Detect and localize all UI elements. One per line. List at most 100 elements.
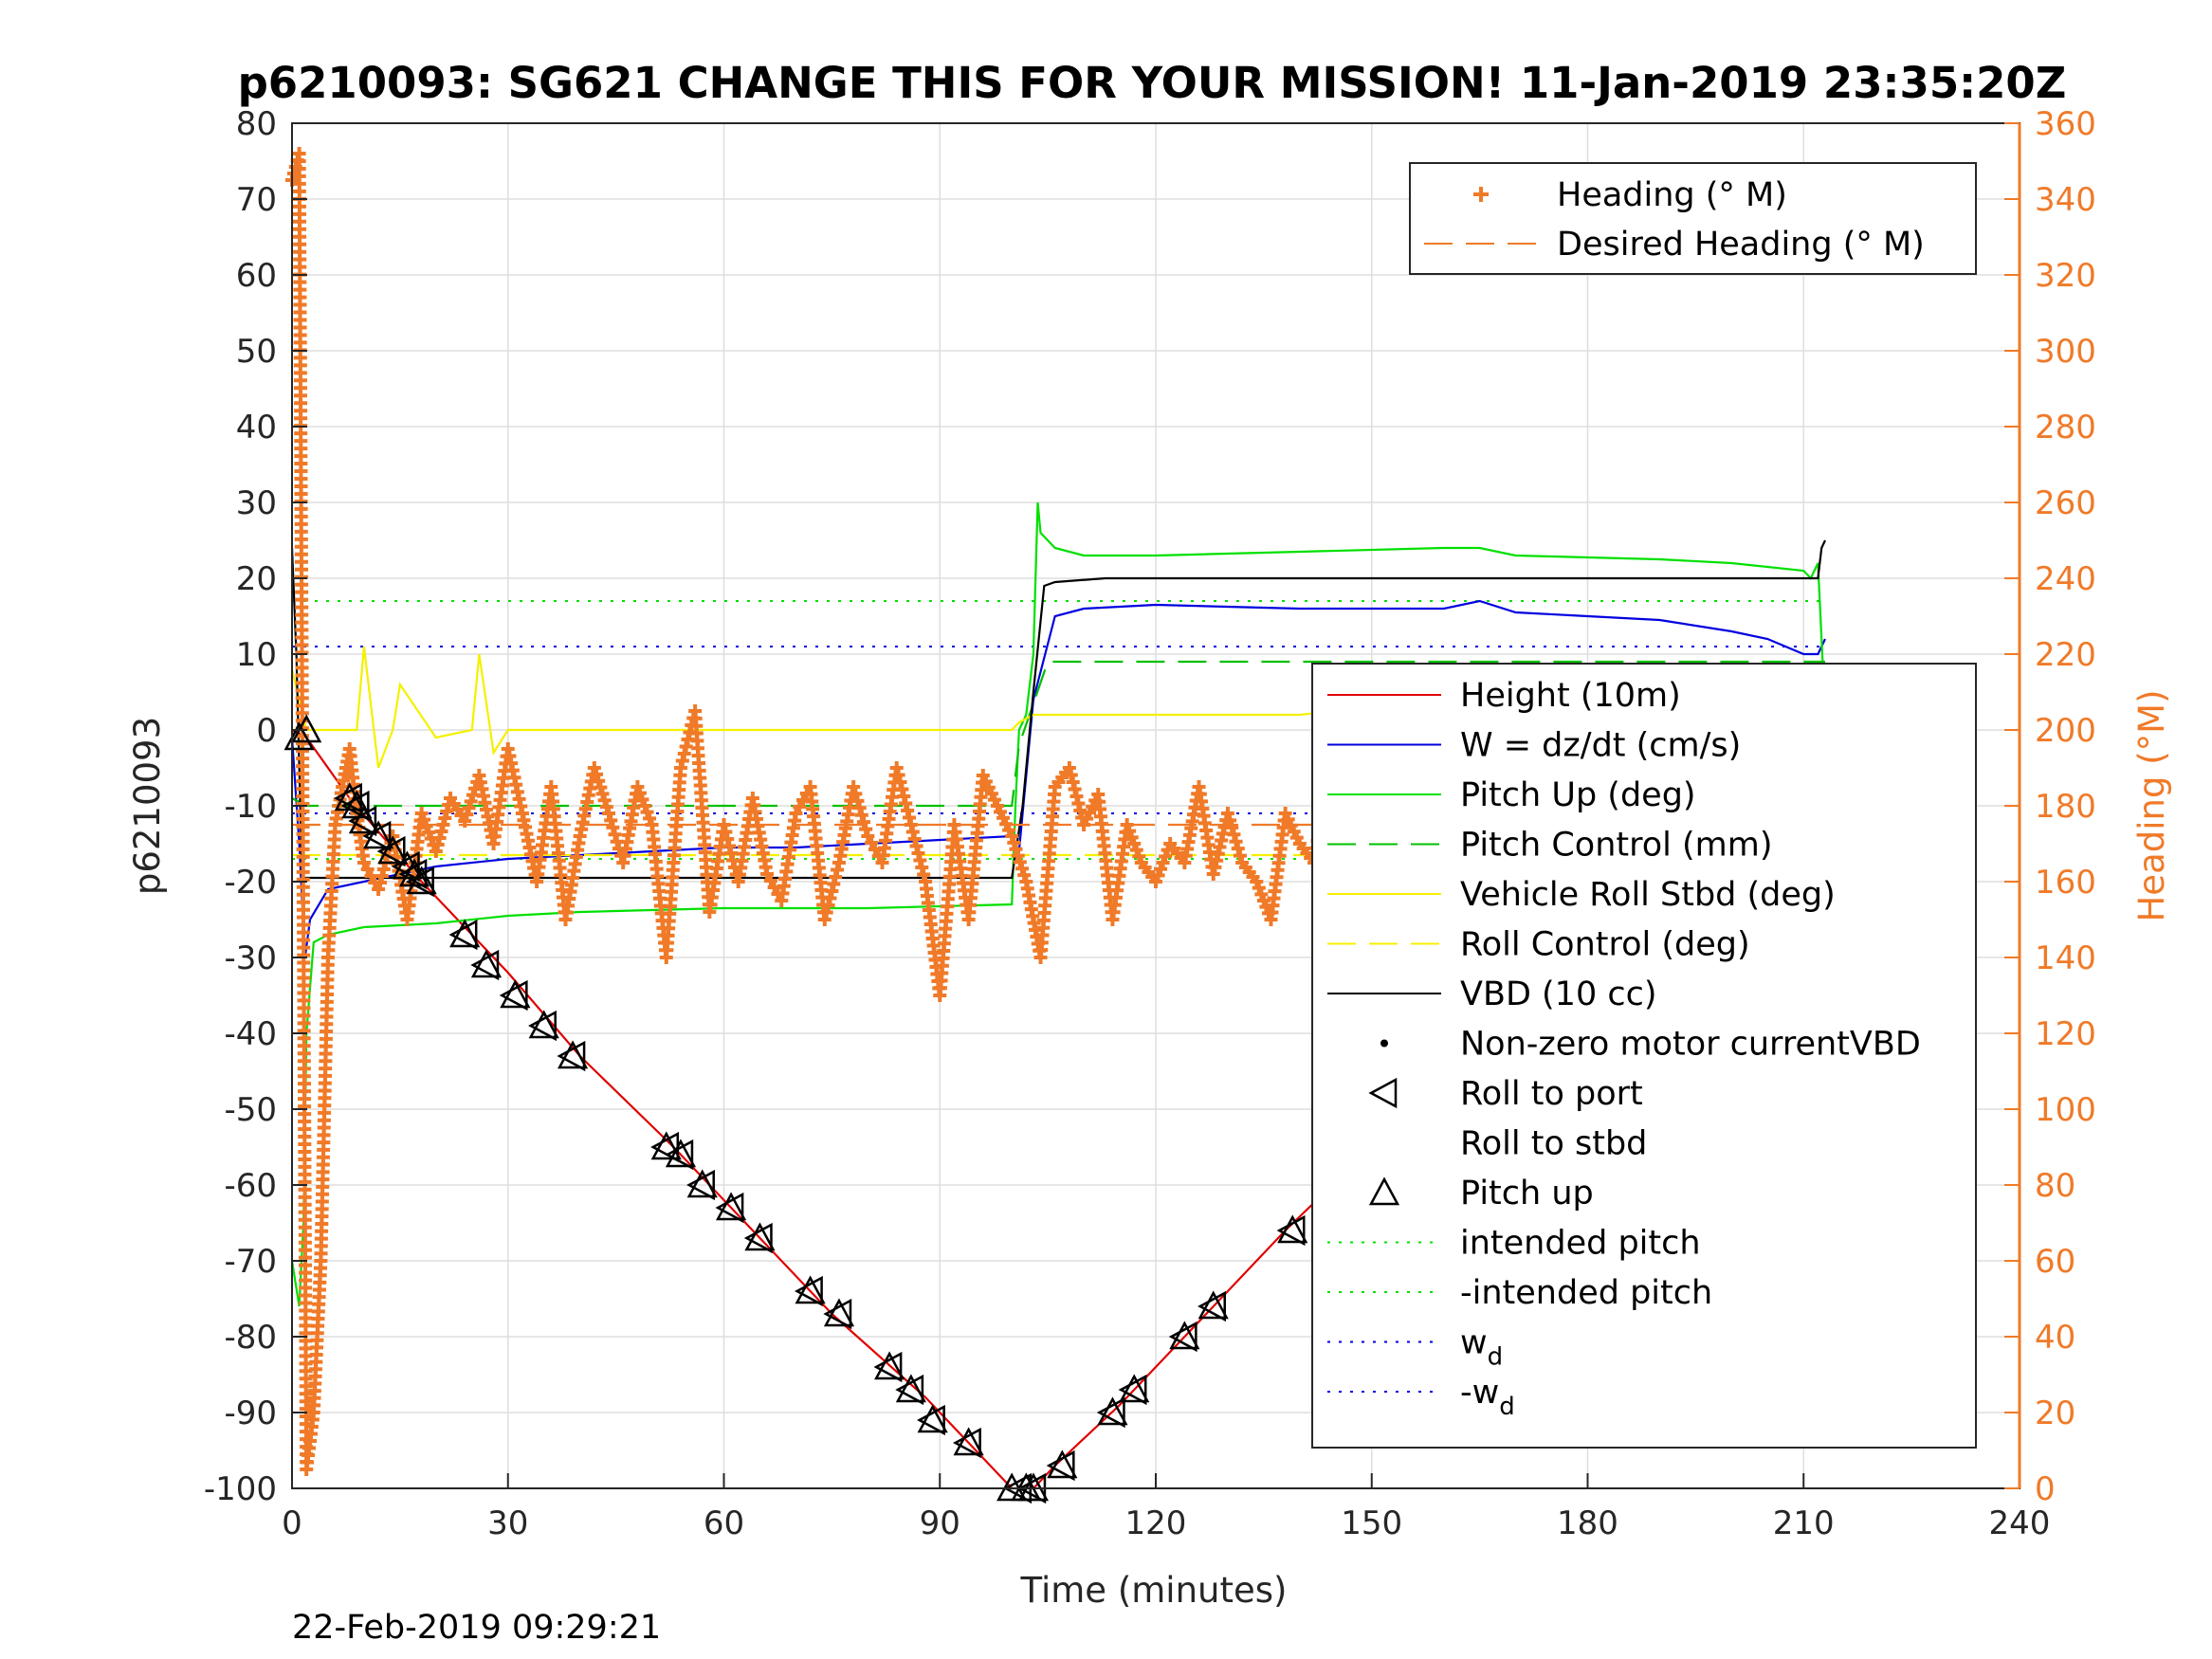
- legend-entry: -intended pitch: [1327, 1274, 1712, 1312]
- roll-port-marker: [895, 1374, 924, 1406]
- roll-port-marker: [743, 1222, 773, 1254]
- pitch-up-marker: [686, 1169, 718, 1198]
- roll-port-marker: [499, 979, 528, 1012]
- roll-port-marker: [1046, 1449, 1075, 1482]
- x-tick-labels: 0 30 60 90 120 150 180 210 240: [282, 1504, 2050, 1542]
- legend-swatch-triangle-up: [1368, 1176, 1400, 1206]
- pitch-up-marker: [1097, 1396, 1128, 1426]
- legend-label: W = dz/dt (cm/s): [1460, 727, 1741, 765]
- y-tick-label: -70: [224, 1243, 277, 1281]
- y2-tick-label: 100: [2035, 1091, 2096, 1129]
- x-tick-label: 90: [920, 1504, 960, 1542]
- y2-tick-label: 240: [2035, 560, 2096, 598]
- legend-label-text: VBD (10 cc): [1460, 975, 1657, 1013]
- legend-swatch-dot: [1380, 1039, 1388, 1048]
- legend-swatch-plus: [1473, 187, 1489, 202]
- legend-entry: Non-zero motor currentVBD: [1380, 1026, 1921, 1064]
- x-tick-label: 60: [704, 1504, 744, 1542]
- y2-tick-label: 140: [2035, 939, 2096, 977]
- pitch-up-marker: [715, 1192, 747, 1221]
- y2-tick-label: 360: [2035, 105, 2096, 143]
- roll-port-marker: [823, 1298, 852, 1330]
- pitch-up-marker: [1197, 1290, 1229, 1320]
- legend-entry: Pitch Up (deg): [1327, 776, 1696, 814]
- legend-label-text: Non-zero motor currentVBD: [1460, 1026, 1921, 1064]
- y2-tick-label: 80: [2035, 1167, 2075, 1205]
- legend-label: Roll to port: [1460, 1075, 1643, 1113]
- roll-port-marker: [448, 919, 478, 951]
- roll-port-marker: [406, 866, 434, 898]
- x-tick-label: 120: [1125, 1504, 1187, 1542]
- y2-tick-label: 260: [2035, 484, 2096, 522]
- roll-port-marker: [794, 1275, 823, 1307]
- legend-entry: Heading (° M): [1473, 176, 1787, 214]
- legend-label-text: Desired Heading (° M): [1557, 226, 1925, 264]
- y2-tick-label: 20: [2035, 1395, 2075, 1432]
- legend-label: Pitch Control (mm): [1460, 827, 1772, 865]
- legend-entry: wd: [1327, 1324, 1503, 1372]
- y-tick-label: -10: [224, 788, 277, 826]
- pitch-up-marker: [1119, 1374, 1150, 1403]
- pitch-up-marker: [650, 1131, 682, 1160]
- pitch-up-marker: [953, 1427, 984, 1456]
- legend-label-text: Pitch Up (deg): [1460, 776, 1696, 814]
- legend-heading: Heading (° M) Desired Heading (° M): [1409, 162, 1977, 275]
- y2-tick-label: 300: [2035, 333, 2096, 371]
- roll-port-marker: [715, 1192, 744, 1224]
- legend-label: Heading (° M): [1557, 176, 1787, 214]
- legend-label-text: Pitch Control (mm): [1460, 827, 1772, 865]
- legend-label-text: Vehicle Roll Stbd (deg): [1460, 876, 1836, 914]
- pitch-up-marker: [795, 1275, 826, 1304]
- y-tick-label: -90: [224, 1395, 277, 1432]
- pitch-up-marker: [500, 979, 531, 1009]
- pitch-up-marker: [348, 805, 380, 834]
- y-tick-label: 70: [236, 181, 277, 219]
- roll-port-marker: [665, 1139, 694, 1171]
- x-tick-label: 210: [1773, 1504, 1835, 1542]
- y2-tick-label: 0: [2035, 1470, 2056, 1508]
- x-tick-label: 150: [1341, 1504, 1402, 1542]
- pitch-up-marker: [363, 820, 394, 849]
- pitch-up-marker: [557, 1040, 589, 1069]
- y-tick-label: -50: [224, 1091, 277, 1129]
- y2-tick-label: 200: [2035, 712, 2096, 750]
- roll-port-marker: [1168, 1321, 1197, 1353]
- legend-label: -intended pitch: [1460, 1274, 1712, 1312]
- y2-tick-label: 120: [2035, 1015, 2096, 1053]
- legend-label: intended pitch: [1460, 1225, 1701, 1263]
- x-tick-label: 30: [487, 1504, 528, 1542]
- roll-port-marker: [1096, 1396, 1125, 1429]
- x-axis-label: Time (minutes): [1020, 1570, 1288, 1611]
- legend-entry: -wd: [1327, 1374, 1515, 1421]
- legend-entry: W = dz/dt (cm/s): [1327, 727, 1741, 765]
- legend-label: Non-zero motor currentVBD: [1460, 1026, 1921, 1064]
- pitch-up-marker: [744, 1222, 776, 1251]
- pitch-up-marker: [392, 850, 423, 880]
- legend-label-text: Roll to port: [1460, 1075, 1643, 1113]
- y-tick-label: -40: [224, 1015, 277, 1053]
- legend-entry: Height (10m): [1327, 677, 1681, 715]
- y2-tick-label: 180: [2035, 788, 2096, 826]
- pitch-up-marker: [895, 1374, 926, 1403]
- legend-main: Height (10m) W = dz/dt (cm/s) Pitch Up (de…: [1311, 663, 1977, 1449]
- y2-tick-label: 160: [2035, 864, 2096, 902]
- roll-port-marker: [1118, 1374, 1147, 1406]
- roll-port-marker: [952, 1427, 981, 1459]
- roll-port-marker: [917, 1404, 945, 1436]
- roll-port-marker: [376, 835, 406, 867]
- legend-entry: Roll to stbd: [1460, 1125, 1647, 1163]
- legend-heading-box: [1409, 162, 1977, 275]
- y-tick-label: -80: [224, 1319, 277, 1357]
- legend-label-text: Heading (° M): [1557, 176, 1787, 214]
- x-tick-label: 180: [1557, 1504, 1618, 1542]
- pitch-up-marker: [406, 866, 437, 895]
- y-tick-label: 0: [256, 712, 277, 750]
- legend-label-text: Height (10m): [1460, 677, 1681, 715]
- y-tick-label: 60: [236, 257, 277, 295]
- roll-port-marker: [873, 1351, 903, 1383]
- roll-port-marker: [557, 1040, 586, 1072]
- pitch-up-marker: [377, 835, 409, 865]
- pitch-up-marker: [528, 1010, 559, 1039]
- legend-entry: Desired Heading (° M): [1424, 226, 1925, 264]
